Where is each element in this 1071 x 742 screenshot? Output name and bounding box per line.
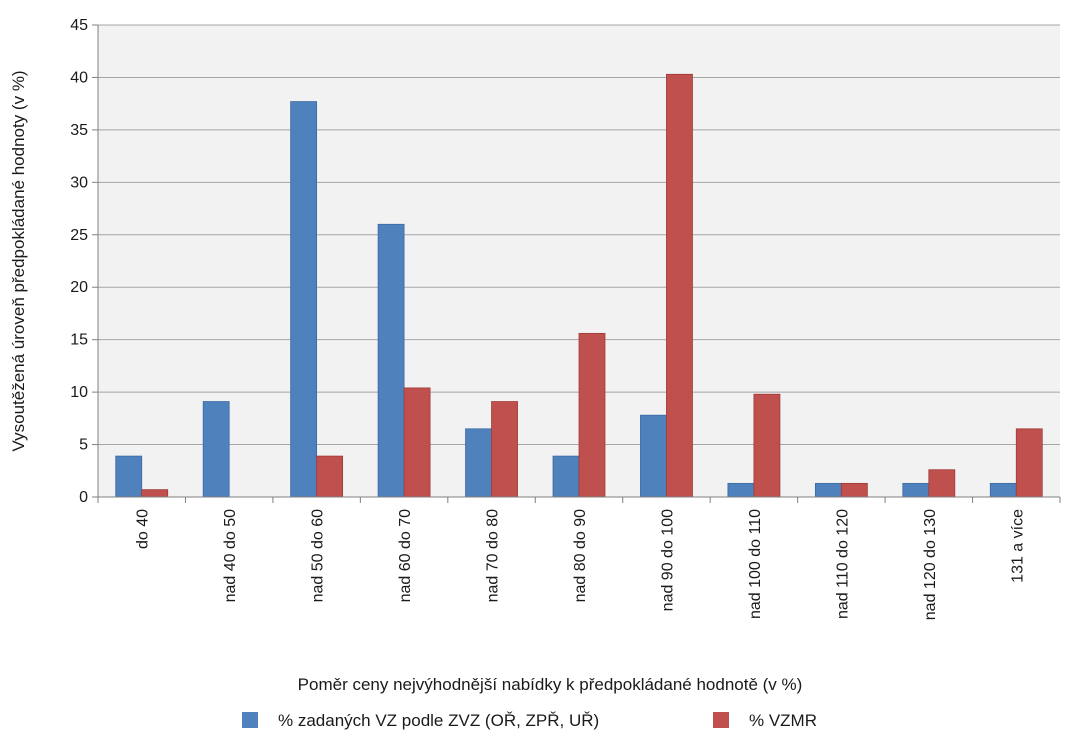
bar-zvz	[202, 401, 230, 498]
axes	[97, 25, 1061, 503]
x-tick-label: do 40	[135, 509, 152, 549]
bar-vzmr	[1015, 428, 1043, 498]
bar-zvz	[552, 455, 580, 498]
y-tick-label: 40	[70, 69, 88, 86]
x-tick-label: nad 100 do 110	[747, 509, 764, 619]
legend: % zadaných VZ podle ZVZ (OŘ, ZPŘ, UŘ) % V…	[242, 711, 817, 730]
bar-vzmr	[141, 489, 169, 498]
y-axis-title: Vysoutěžená úroveň předpokládané hodnoty…	[9, 70, 28, 451]
x-tick-label: nad 110 do 120	[834, 509, 851, 619]
legend-label-zvz: % zadaných VZ podle ZVZ (OŘ, ZPŘ, UŘ)	[278, 711, 599, 730]
bar-zvz	[290, 101, 318, 498]
legend-label-vzmr: % VZMR	[749, 711, 817, 730]
bar-vzmr	[578, 332, 606, 498]
bars	[115, 73, 1043, 498]
bar-zvz	[902, 482, 930, 498]
x-tick-label: nad 120 do 130	[922, 509, 939, 620]
bar-vzmr	[491, 401, 518, 498]
y-tick-label: 10	[70, 384, 88, 401]
bar-vzmr	[753, 393, 781, 498]
y-tick-label: 45	[70, 17, 88, 34]
x-tick-label: nad 70 do 80	[485, 509, 502, 603]
bar-vzmr	[666, 73, 693, 498]
bar-zvz	[377, 223, 405, 498]
bar-vzmr	[316, 455, 344, 498]
x-tick-label: nad 80 do 90	[572, 509, 589, 603]
y-tick-label: 25	[70, 227, 88, 244]
bar-zvz	[814, 482, 842, 498]
x-tick-labels: do 40 nad 40 do 50 nad 50 do 60 nad 60 do 7…	[135, 509, 1027, 620]
bar-zvz	[640, 414, 667, 498]
bar-vzmr	[928, 469, 956, 498]
x-tick-label: nad 40 do 50	[222, 509, 239, 603]
y-tick-label: 5	[79, 437, 88, 454]
legend-swatch-zvz	[242, 712, 258, 728]
y-tick-label: 15	[70, 332, 88, 349]
y-tick-label: 20	[70, 279, 88, 296]
bar-vzmr	[840, 482, 868, 498]
x-tick-label: nad 90 do 100	[659, 509, 676, 611]
y-tick-label: 30	[70, 174, 88, 191]
x-axis-title: Poměr ceny nejvýhodnější nabídky k předp…	[298, 675, 803, 694]
bar-vzmr	[403, 387, 431, 498]
y-tick-label: 0	[79, 489, 88, 506]
bar-zvz	[989, 482, 1017, 498]
x-tick-label: nad 60 do 70	[397, 509, 414, 603]
bar-zvz	[115, 455, 143, 498]
legend-swatch-vzmr	[713, 712, 729, 728]
y-tick-label: 35	[70, 122, 88, 139]
x-tick-label: 131 a více	[1009, 509, 1026, 583]
bar-zvz	[465, 428, 492, 498]
bar-zvz	[727, 482, 755, 498]
x-tick-label: nad 50 do 60	[310, 509, 327, 603]
y-tick-labels: 0 5 10 15 20 25 30 35 40 45	[70, 17, 98, 506]
